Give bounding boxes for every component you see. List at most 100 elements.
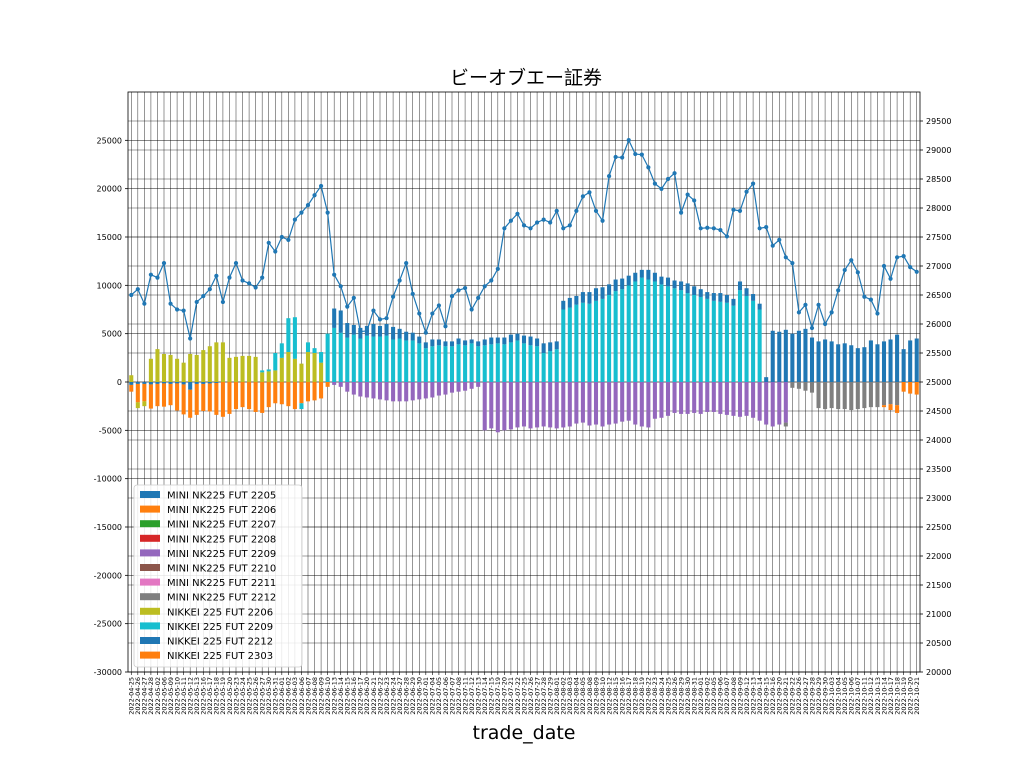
y-tick-label: 0 <box>117 378 122 387</box>
bar-8-2022-10-06 <box>849 382 854 411</box>
bar-10-2022-08-29 <box>679 290 684 382</box>
bar-10-2022-07-12 <box>469 343 474 382</box>
x-tick-label: 2022-06-17 <box>357 677 365 715</box>
bar-5-2022-08-01 <box>554 382 559 429</box>
bar-5-2022-06-28 <box>404 382 409 402</box>
bar-12-2022-10-18 <box>895 405 900 413</box>
x-tick-label: 2022-07-01 <box>422 677 430 715</box>
bar-11-2022-09-29 <box>816 341 821 382</box>
bar-10-2022-05-30 <box>266 369 271 372</box>
bar-10-2022-08-25 <box>665 286 671 382</box>
legend-swatch-4 <box>140 534 160 542</box>
bar-5-2022-07-15 <box>489 382 494 429</box>
bar-9-2022-05-20 <box>227 357 232 382</box>
bar-10-2022-06-14 <box>338 332 343 382</box>
bar-10-2022-07-21 <box>508 342 513 382</box>
bar-10-2022-06-30 <box>417 343 422 382</box>
bar-11-2022-08-24 <box>659 276 664 285</box>
bar-10-2022-09-08 <box>731 305 736 382</box>
y-axis-left: -30000 -25000 -20000 -15000 -10000 -5000 0 5000… <box>94 136 128 677</box>
price-point-2022-08-18 <box>633 151 638 157</box>
price-point-2022-08-29 <box>678 210 684 215</box>
y-tick-label: -5000 <box>99 426 122 435</box>
bar-5-2022-09-06 <box>718 382 723 414</box>
price-point-2022-07-29 <box>548 220 553 225</box>
price-point-2022-10-17 <box>888 276 893 281</box>
bar-11-2022-07-26 <box>528 336 533 346</box>
x-tick-label: 2022-05-16 <box>200 677 208 715</box>
bar-5-2022-08-25 <box>665 382 671 416</box>
x-tick-label: 2022-10-13 <box>874 677 882 715</box>
price-point-2022-05-31 <box>273 249 278 254</box>
x-tick-label: 2022-07-07 <box>448 677 456 715</box>
y-tick-label: 10000 <box>97 281 122 290</box>
price-point-2022-06-15 <box>345 304 350 309</box>
x-tick-label: 2022-06-03 <box>291 677 299 715</box>
bar-8-2022-10-05 <box>842 382 847 410</box>
legend-swatch-11 <box>140 637 160 644</box>
bar-12-2022-10-19 <box>901 382 906 392</box>
bar-8-2022-10-17 <box>888 382 893 405</box>
bar-5-2022-08-31 <box>692 382 697 413</box>
bar-11-2022-08-02 <box>561 300 566 310</box>
x-tick-label: 2022-09-13 <box>749 677 757 715</box>
x-tick-label: 2022-08-31 <box>690 677 698 715</box>
bar-5-2022-09-02 <box>705 382 710 412</box>
price-point-2022-07-20 <box>502 226 507 231</box>
bar-10-2022-09-13 <box>751 300 756 382</box>
bar-5-2022-07-07 <box>449 382 455 393</box>
bar-5-2022-06-20 <box>364 382 369 398</box>
bar-9-2022-05-25 <box>247 355 252 382</box>
bar-2-2022-05-25 <box>247 382 252 410</box>
price-point-2022-08-16 <box>620 155 625 160</box>
bar-10-2022-09-07 <box>724 302 729 382</box>
bar-2-2022-06-03 <box>292 382 297 410</box>
price-point-2022-05-10 <box>174 307 180 312</box>
bar-10-2022-08-22 <box>646 279 651 382</box>
bar-5-2022-07-20 <box>502 382 507 431</box>
bar-10-2022-08-17 <box>626 285 631 382</box>
legend-swatch-8 <box>140 593 160 601</box>
bar-9-2022-05-13 <box>194 354 199 382</box>
bar-11-2022-06-23 <box>384 324 389 336</box>
bar-11-2022-09-26 <box>796 330 801 382</box>
price-point-2022-08-12 <box>606 174 612 179</box>
x-tick-label: 2022-05-06 <box>160 677 168 715</box>
bar-11-2022-08-18 <box>633 272 638 282</box>
bar-10-2022-06-02 <box>286 318 291 353</box>
bar-10-2022-07-05 <box>436 345 441 382</box>
bar-11-2022-07-07 <box>449 341 455 347</box>
price-point-2022-05-20 <box>227 275 232 280</box>
bar-5-2022-07-14 <box>482 382 487 431</box>
bar-11-2022-09-28 <box>809 337 815 382</box>
bar-9-2022-06-06 <box>299 363 304 382</box>
price-point-2022-05-26 <box>253 285 258 290</box>
x-tick-label: 2022-07-25 <box>520 677 528 715</box>
bar-10-2022-09-02 <box>705 298 710 382</box>
x-tick-label: 2022-08-26 <box>671 677 679 715</box>
price-point-2022-06-09 <box>318 183 324 189</box>
x-tick-label: 2022-08-30 <box>684 677 692 715</box>
bar-5-2022-06-24 <box>391 382 396 402</box>
price-point-2022-09-29 <box>816 302 821 307</box>
bar-5-2022-07-08 <box>456 382 461 392</box>
price-point-2022-05-11 <box>181 308 186 313</box>
price-point-2022-06-17 <box>358 329 363 334</box>
bar-11-2022-07-28 <box>541 343 546 353</box>
price-point-2022-07-15 <box>489 278 494 283</box>
legend-label-9: NIKKEI 225 FUT 2206 <box>167 607 273 618</box>
price-point-2022-06-24 <box>390 294 396 299</box>
price-point-2022-08-04 <box>574 208 579 213</box>
price-point-2022-07-13 <box>476 295 481 300</box>
bar-9-2022-05-11 <box>181 362 186 382</box>
bar-11-2022-10-13 <box>875 344 880 382</box>
bar-11-2022-07-20 <box>502 337 507 345</box>
x-tick-label: 2022-08-03 <box>566 677 574 715</box>
legend-swatch-10 <box>140 622 160 630</box>
bar-5-2022-08-22 <box>646 382 651 428</box>
x-tick-label: 2022-05-23 <box>232 677 240 715</box>
bar-11-2022-08-31 <box>692 286 697 295</box>
y-tick-label: -25000 <box>94 620 122 629</box>
bar-5-2022-06-23 <box>384 382 389 401</box>
